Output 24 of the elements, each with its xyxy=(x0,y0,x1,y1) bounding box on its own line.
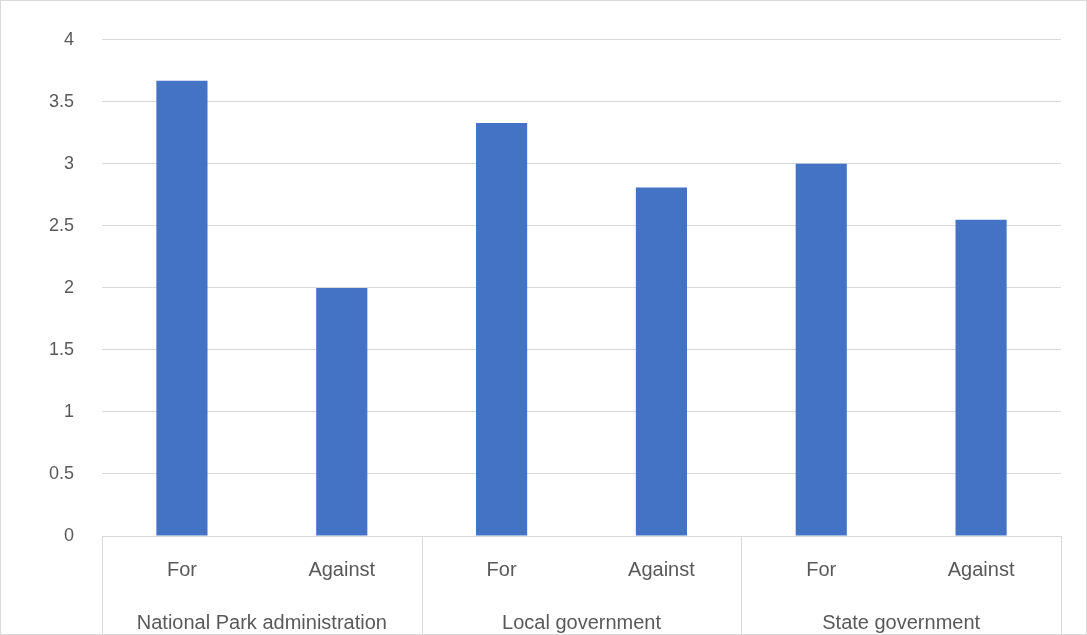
x-tick-label: For xyxy=(486,557,517,580)
bar xyxy=(156,80,208,536)
bar xyxy=(795,163,847,536)
x-tick-label: Against xyxy=(308,557,376,580)
bar xyxy=(316,287,368,536)
y-tick-label: 0 xyxy=(64,524,75,545)
y-tick-label: 3 xyxy=(64,152,75,173)
text: State government xyxy=(822,610,981,633)
bar xyxy=(476,122,528,536)
y-tick-label: 0.5 xyxy=(48,462,75,483)
x-tick-label: For xyxy=(806,557,837,580)
y-tick-label: 4 xyxy=(64,28,75,49)
bar xyxy=(635,187,687,536)
y-tick-label: 1 xyxy=(64,400,75,421)
y-tick-label: 3.5 xyxy=(48,90,75,111)
text: National Park administration xyxy=(136,610,387,633)
bar xyxy=(955,219,1007,536)
y-tick-label: 2 xyxy=(64,276,75,297)
x-tick-label: Against xyxy=(947,557,1015,580)
y-tick-label: 2.5 xyxy=(48,214,75,235)
text: Local government xyxy=(502,610,662,633)
x-tick-label: Against xyxy=(628,557,696,580)
y-tick-label: 1.5 xyxy=(48,338,75,359)
x-tick-label: For xyxy=(166,557,198,580)
